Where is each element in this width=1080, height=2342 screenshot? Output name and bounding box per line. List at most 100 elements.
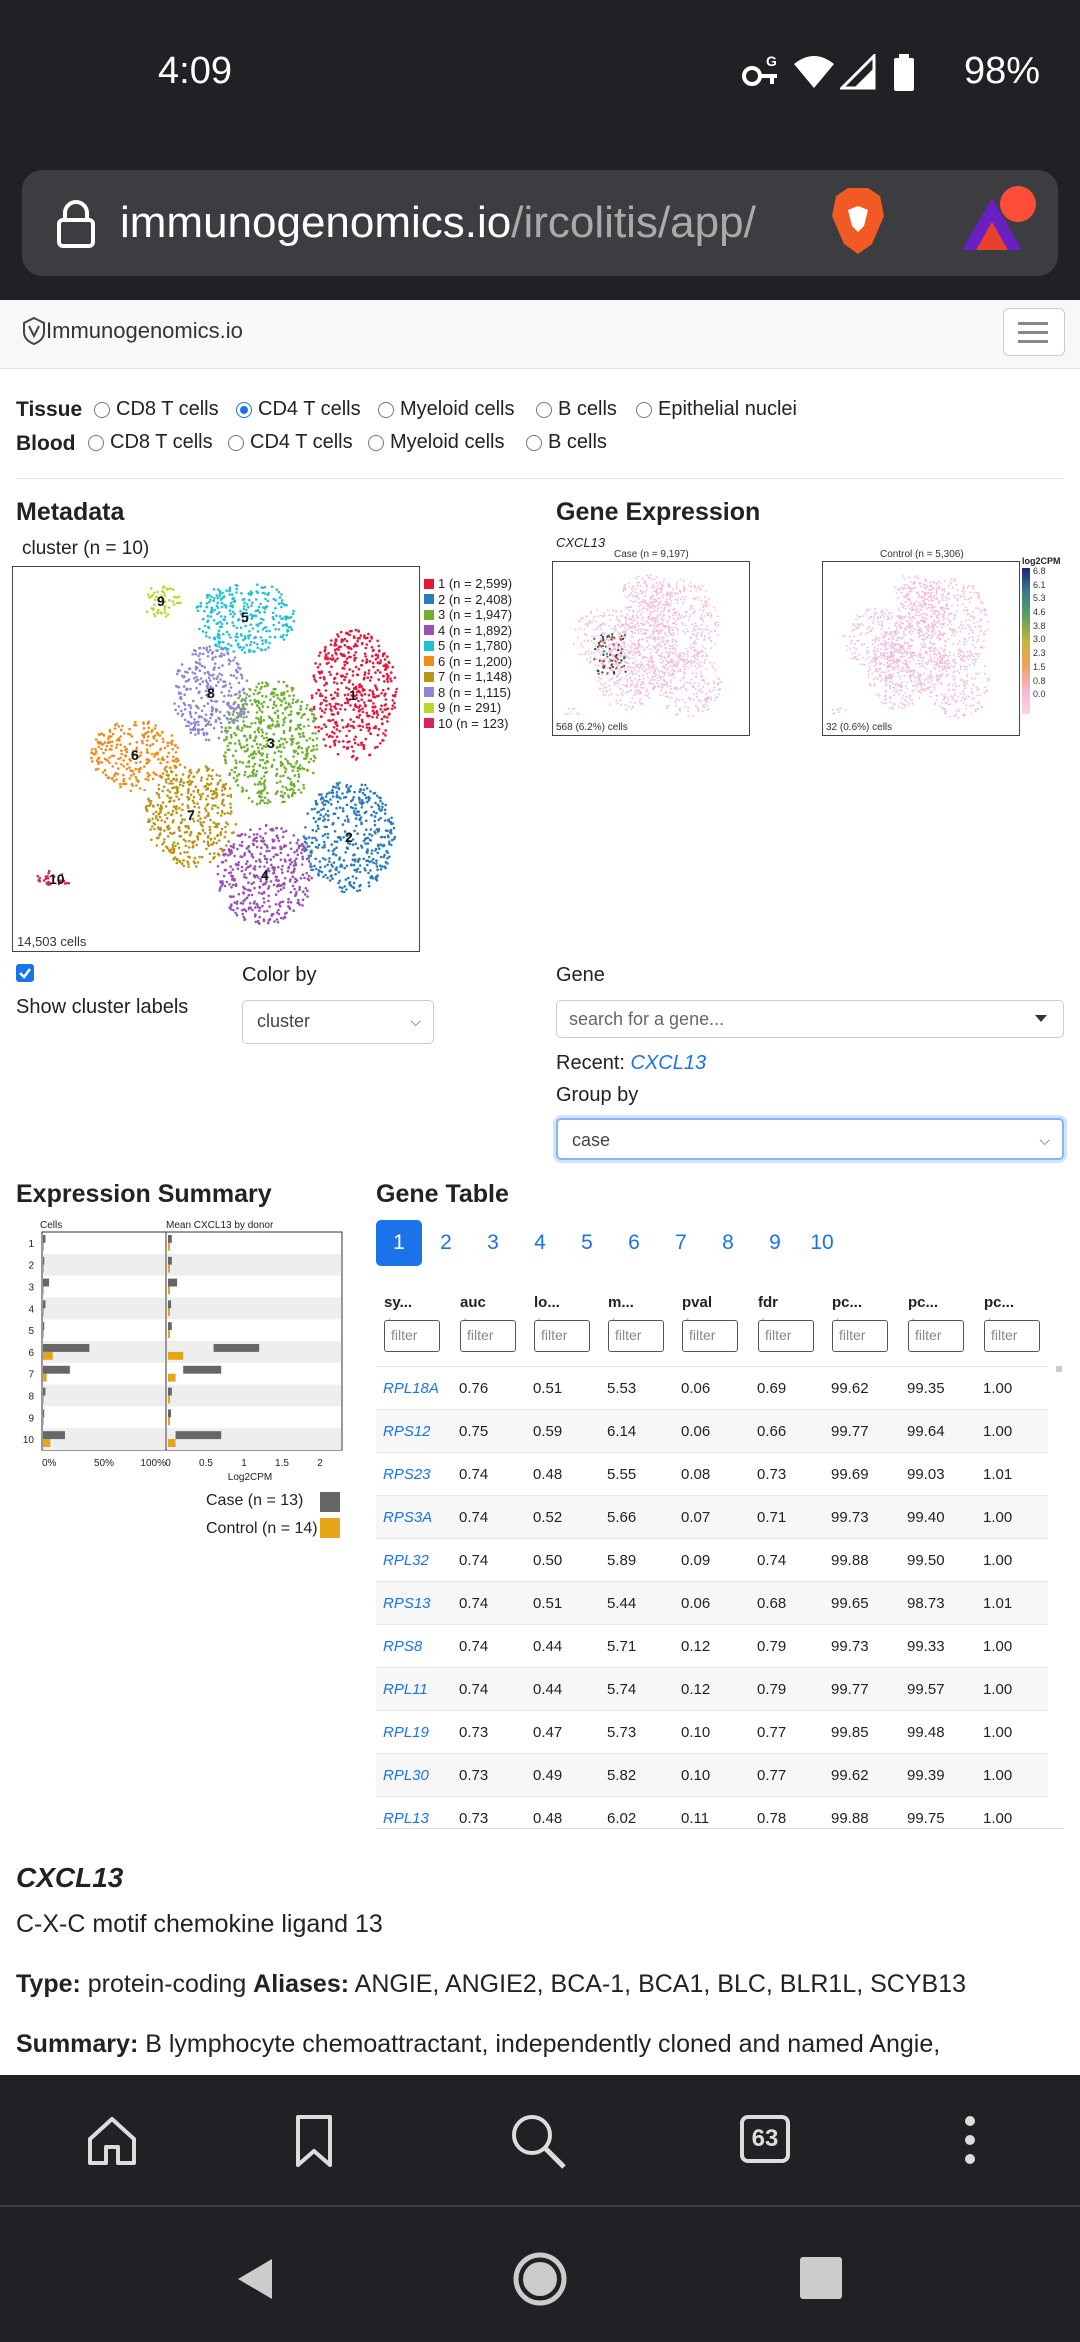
case-cells-count: 568 (6.2%) cells: [556, 722, 628, 733]
table-cell: 99.48: [900, 1711, 976, 1754]
radio-blood-cd4[interactable]: CD4 T cells: [228, 431, 353, 454]
page-4[interactable]: 4: [517, 1220, 563, 1266]
table-cell: 0.49: [526, 1754, 600, 1797]
back-icon[interactable]: [232, 2255, 276, 2308]
column-filter-input[interactable]: filter: [384, 1320, 440, 1352]
page-8[interactable]: 8: [705, 1220, 751, 1266]
table-cell: 99.03: [900, 1453, 976, 1496]
column-filter-input[interactable]: filter: [758, 1320, 814, 1352]
gene-symbol-link[interactable]: RPL32: [376, 1539, 452, 1582]
show-labels-checkbox[interactable]: [16, 964, 34, 982]
more-menu-icon[interactable]: [962, 2115, 978, 2170]
mean-axis-tick: 1.5: [275, 1458, 289, 1469]
table-cell: 5.66: [600, 1496, 674, 1539]
control-expression-plot[interactable]: 32 (0.6%) cells: [822, 561, 1020, 736]
clock: 4:09: [158, 50, 232, 93]
page-10[interactable]: 10: [799, 1220, 845, 1266]
gene-symbol-link[interactable]: RPS23: [376, 1453, 452, 1496]
gene-symbol-link[interactable]: RPL19: [376, 1711, 452, 1754]
page-5[interactable]: 5: [564, 1220, 610, 1266]
radio-blood-bcells[interactable]: B cells: [526, 431, 607, 454]
gene-symbol-link[interactable]: RPS12: [376, 1410, 452, 1453]
page-7[interactable]: 7: [658, 1220, 704, 1266]
table-cell: 98.73: [900, 1582, 976, 1625]
column-filter-input[interactable]: filter: [984, 1320, 1040, 1352]
url-bar[interactable]: immunogenomics.io/ircolitis/app/: [22, 170, 1058, 276]
page-2[interactable]: 2: [423, 1220, 469, 1266]
page-9[interactable]: 9: [752, 1220, 798, 1266]
home-button-icon[interactable]: [512, 2251, 568, 2312]
gene-symbol-link[interactable]: RPS8: [376, 1625, 452, 1668]
table-cell: 99.62: [824, 1367, 900, 1410]
radio-blood-myeloid[interactable]: Myeloid cells: [368, 431, 504, 454]
rewards-icon[interactable]: [958, 184, 1038, 259]
gene-symbol-link[interactable]: RPS3A: [376, 1496, 452, 1539]
column-filter-input[interactable]: filter: [534, 1320, 590, 1352]
radio-tissue-myeloid[interactable]: Myeloid cells: [378, 398, 514, 421]
gene-symbol-link[interactable]: RPS13: [376, 1582, 452, 1625]
table-cell: 0.12: [674, 1625, 750, 1668]
table-scrollbar[interactable]: [1056, 1366, 1062, 1372]
cluster-legend-item: 4 (n = 1,892): [424, 623, 512, 639]
page-6[interactable]: 6: [611, 1220, 657, 1266]
gene-symbol-link[interactable]: RPL30: [376, 1754, 452, 1797]
column-filter-input[interactable]: filter: [832, 1320, 888, 1352]
radio-tissue-bcells[interactable]: B cells: [536, 398, 617, 421]
column-filter-input[interactable]: filter: [460, 1320, 516, 1352]
radio-blood-cd8[interactable]: CD8 T cells: [88, 431, 213, 454]
table-cell: 0.06: [674, 1410, 750, 1453]
chevron-down-icon: ⌵: [1039, 1132, 1050, 1149]
page-1[interactable]: 1: [376, 1220, 422, 1266]
cluster-legend-item: 1 (n = 2,599): [424, 576, 512, 592]
radio-tissue-cd4[interactable]: CD4 T cells: [236, 398, 361, 421]
search-icon[interactable]: [508, 2111, 568, 2176]
gene-symbol-link[interactable]: RPL13: [376, 1797, 452, 1830]
case-expression-plot[interactable]: 568 (6.2%) cells: [552, 561, 750, 736]
row-band: [167, 1297, 341, 1319]
gene-search-input[interactable]: search for a gene...: [556, 1000, 1064, 1038]
cluster-legend-item: 6 (n = 1,200): [424, 654, 512, 670]
cells-axis-tick: 100%: [140, 1458, 166, 1469]
column-filter-input[interactable]: filter: [682, 1320, 738, 1352]
radio-tissue-epithelial[interactable]: Epithelial nuclei: [636, 398, 797, 421]
gene-symbol-link[interactable]: RPL18A: [376, 1367, 452, 1410]
table-cell: 0.51: [526, 1582, 600, 1625]
radio-tissue-cd8[interactable]: CD8 T cells: [94, 398, 219, 421]
brand-name[interactable]: Immunogenomics.io: [46, 318, 243, 344]
column-filter-input[interactable]: filter: [908, 1320, 964, 1352]
recent-gene-link[interactable]: CXCL13: [631, 1052, 707, 1074]
menu-toggle-button[interactable]: [1003, 308, 1065, 356]
page-3[interactable]: 3: [470, 1220, 516, 1266]
url-text[interactable]: immunogenomics.io/ircolitis/app/: [120, 198, 756, 248]
color-by-select[interactable]: cluster⌵: [242, 1000, 434, 1044]
table-cell: 0.11: [674, 1797, 750, 1830]
table-cell: 99.57: [900, 1668, 976, 1711]
svg-text:G: G: [766, 53, 777, 69]
column-filter-input[interactable]: filter: [608, 1320, 664, 1352]
tabs-button[interactable]: 63: [740, 2115, 790, 2163]
table-cell: 5.89: [600, 1539, 674, 1582]
bookmark-icon[interactable]: [294, 2113, 334, 2174]
table-cell: 1.00: [976, 1797, 1048, 1830]
table-cell: 0.74: [452, 1453, 526, 1496]
group-by-select[interactable]: case⌵: [556, 1118, 1064, 1160]
home-icon[interactable]: [84, 2113, 140, 2174]
brave-shield-icon[interactable]: [828, 186, 888, 261]
table-cell: 0.66: [750, 1410, 824, 1453]
gene-symbol-link[interactable]: RPL11: [376, 1668, 452, 1711]
recents-icon[interactable]: [800, 2257, 842, 2299]
